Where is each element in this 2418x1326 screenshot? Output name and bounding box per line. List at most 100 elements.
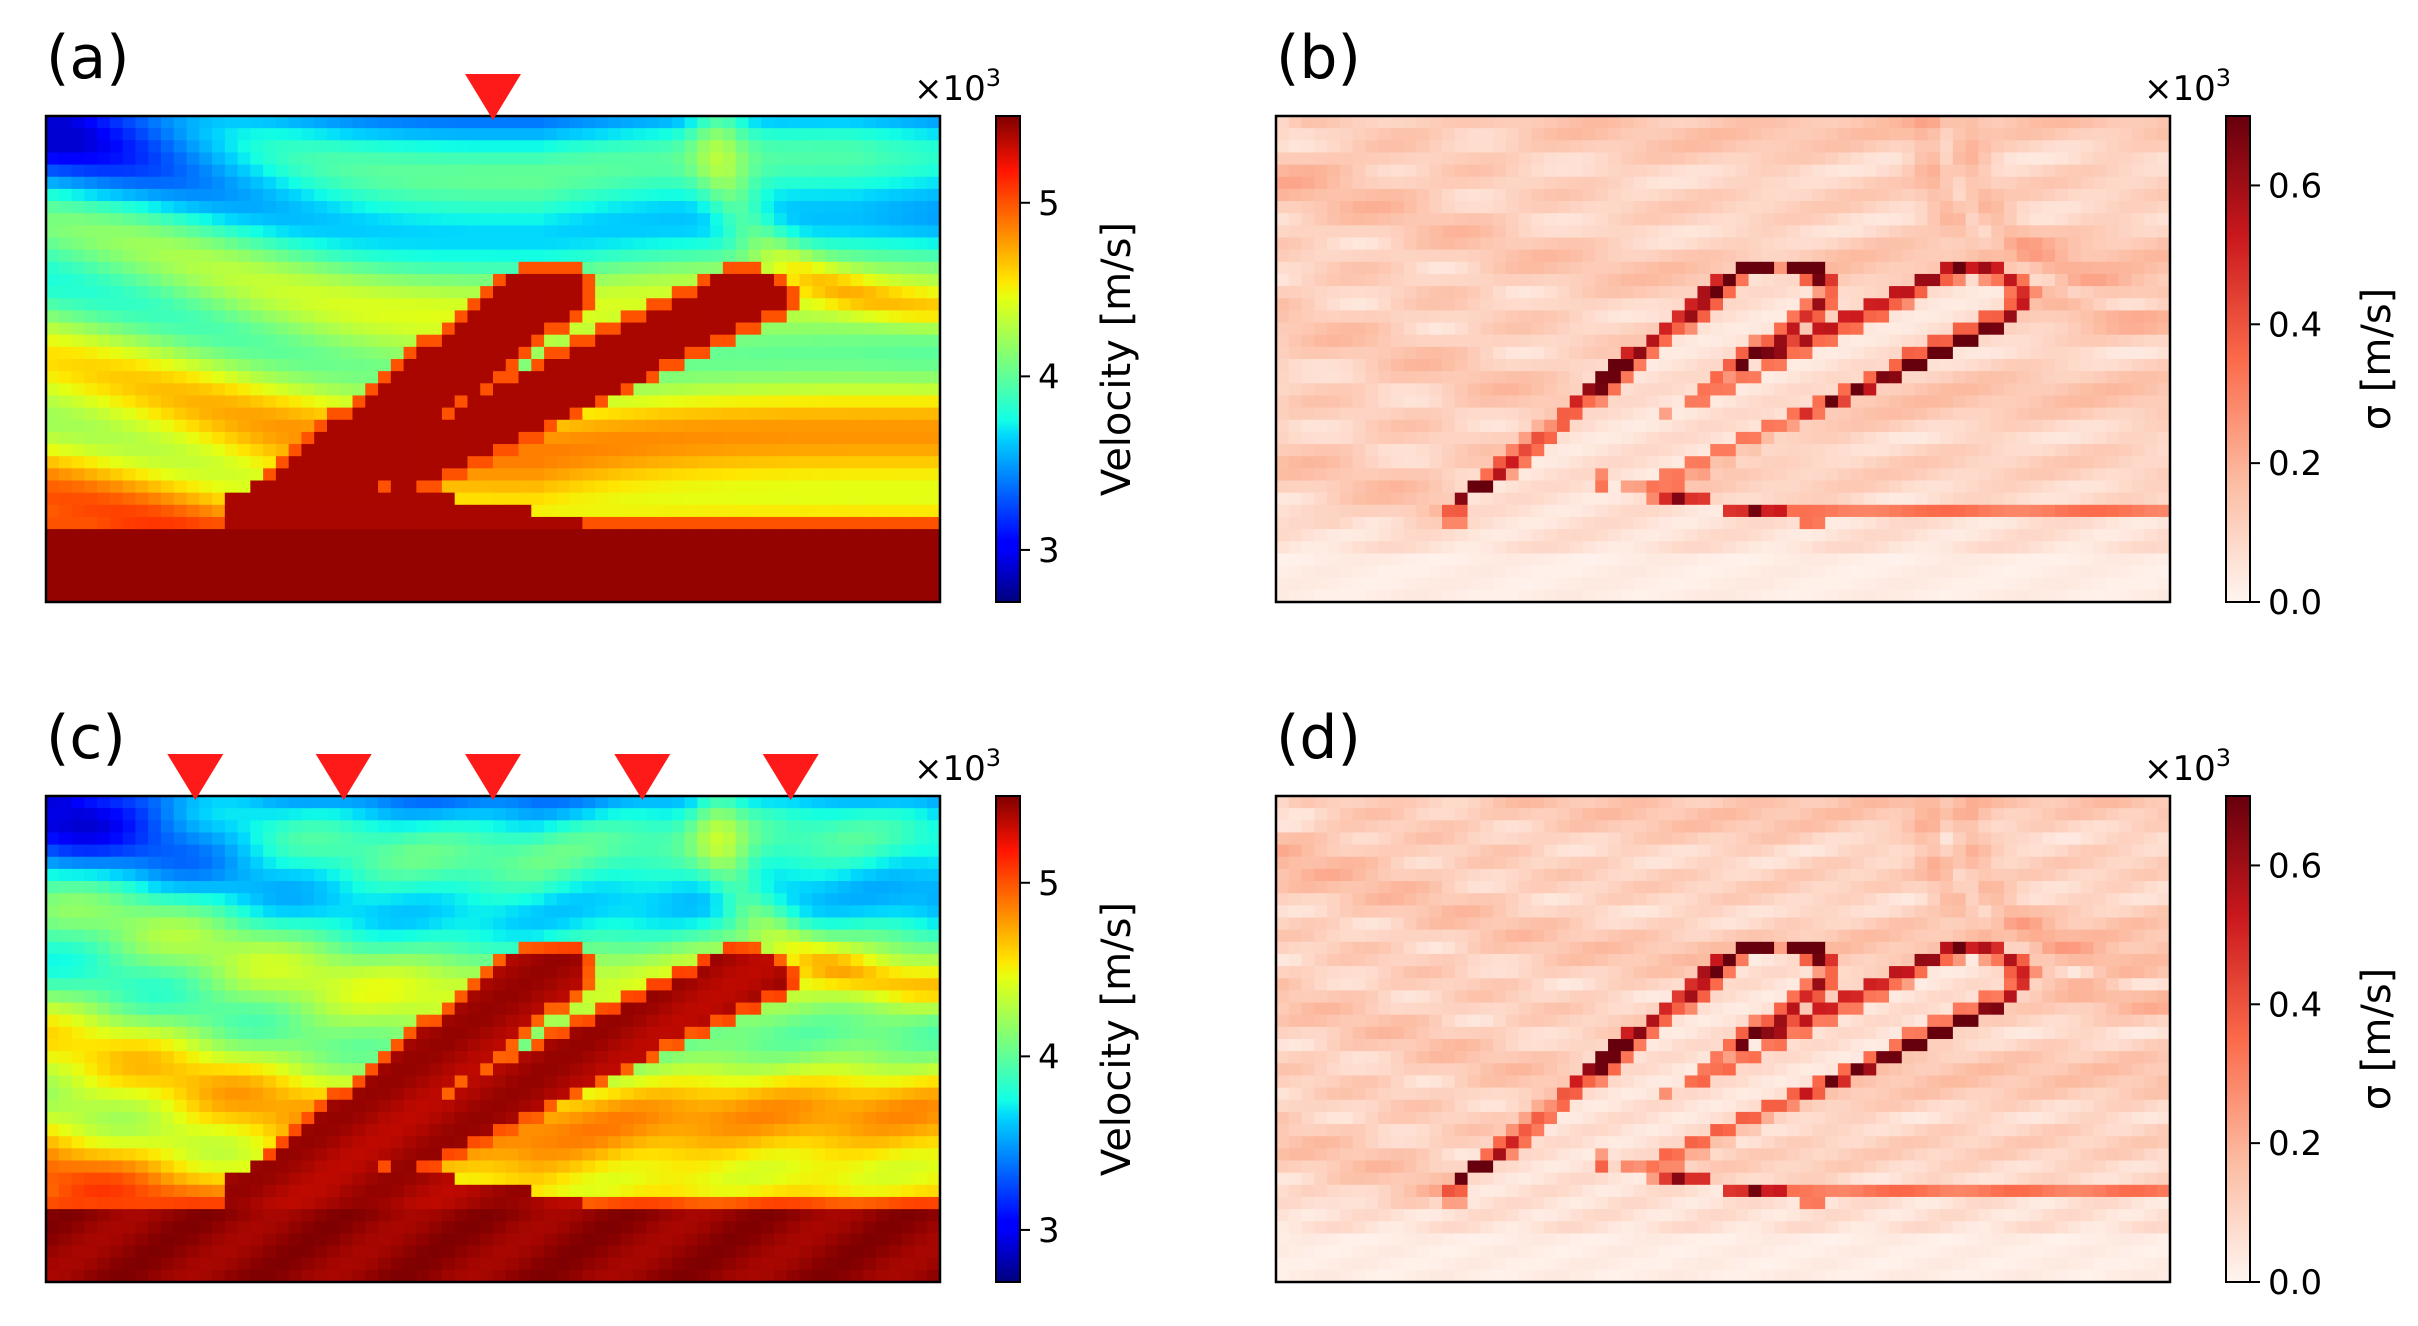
heatmap-cell [1825,164,1839,178]
heatmap-cell [1799,213,1813,226]
heatmap-cell [761,140,775,154]
heatmap-cell [850,456,864,469]
heatmap-cell [1850,152,1865,166]
heatmap-cell [863,286,877,299]
heatmap-cell [1901,140,1916,154]
heatmap-cell [888,383,903,397]
heatmap-cell [646,176,660,190]
heatmap-cell [326,492,341,506]
heatmap-cell [556,444,571,457]
heatmap-cell [1684,383,1699,397]
heatmap-cell [505,395,520,409]
heatmap-cell [1608,273,1622,287]
heatmap-cell [1531,431,1545,445]
heatmap-cell [97,213,111,226]
heatmap-cell [1442,152,1456,166]
heatmap-cell [1748,164,1762,178]
heatmap-cell [480,419,494,433]
heatmap-cell [71,395,85,409]
heatmap-cell [314,444,328,457]
heatmap-cell [46,298,60,311]
heatmap-cell [1940,298,1954,311]
heatmap-cell [326,504,341,518]
heatmap-cell [1748,407,1762,421]
heatmap-cell [1965,128,1980,141]
heatmap-cell [212,237,226,251]
heatmap-cell [659,128,673,141]
heatmap-cell [84,116,98,129]
heatmap-cell [493,541,507,554]
heatmap-cell [505,444,520,457]
heatmap-cell [1684,273,1699,287]
heatmap-cell [1965,188,1980,202]
heatmap-cell [390,116,405,129]
heatmap-cell [1339,310,1354,324]
heatmap-cell [1531,407,1545,421]
heatmap-cell [914,286,928,299]
heatmap-cell [697,201,711,214]
heatmap-cell [927,152,941,166]
heatmap-cell [1914,310,1928,324]
heatmap-cell [1314,249,1328,263]
heatmap-cell [212,492,226,506]
heatmap-cell [901,383,916,397]
heatmap-cell [1991,468,2005,482]
heatmap-cell [390,468,405,482]
heatmap-cell [97,419,111,433]
heatmap-cell [1314,395,1328,409]
heatmap-cell [441,468,456,482]
heatmap-cell [1735,213,1750,226]
heatmap-cell [1327,444,1341,457]
heatmap-cell [1595,431,1609,445]
heatmap-cell [441,286,456,299]
heatmap-cell [2003,346,2018,360]
heatmap-cell [2157,383,2171,397]
heatmap-cell [1288,273,1303,287]
heatmap-cell [416,334,430,348]
heatmap-cell [1659,273,1673,287]
heatmap-cell [1569,188,1584,202]
heatmap-cell [825,419,839,433]
heatmap-cell [2131,140,2146,154]
heatmap-cell [160,225,175,239]
heatmap-cell [1442,188,1456,202]
heatmap-cell [1991,298,2005,311]
heatmap-cell [301,286,315,299]
heatmap-cell [416,383,430,397]
heatmap-cell [620,286,635,299]
heatmap-cell [237,237,251,251]
heatmap-cell [46,504,60,518]
heatmap-cell [1288,140,1303,154]
heatmap-cell [2016,456,2031,469]
heatmap-cell [607,504,622,518]
heatmap-cell [556,176,571,190]
heatmap-cell [224,334,239,348]
heatmap-cell [1288,322,1303,336]
heatmap-cell [1901,225,1916,239]
heatmap-cell [825,431,839,445]
heatmap-cell [901,371,916,384]
heatmap-cell [199,359,213,372]
heatmap-cell [1365,188,1379,202]
heatmap-cell [173,298,188,311]
heatmap-cell [365,286,379,299]
heatmap-cell [1978,152,1992,166]
heatmap-cell [2003,359,2018,372]
heatmap-cell [888,213,903,226]
heatmap-cell [1429,286,1443,299]
heatmap-cell [109,504,124,518]
heatmap-cell [1927,310,1941,324]
heatmap-cell [263,468,277,482]
heatmap-cell [1697,201,1711,214]
heatmap-cell [748,334,762,348]
heatmap-cell [493,128,507,141]
heatmap-cell [582,407,596,421]
heatmap-cell [135,468,149,482]
heatmap-cell [135,529,149,542]
heatmap-cell [1889,140,1903,154]
heatmap-cell [888,431,903,445]
heatmap-cell [531,164,545,178]
heatmap-cell [263,407,277,421]
heatmap-cell [160,261,175,275]
heatmap-cell [620,213,635,226]
